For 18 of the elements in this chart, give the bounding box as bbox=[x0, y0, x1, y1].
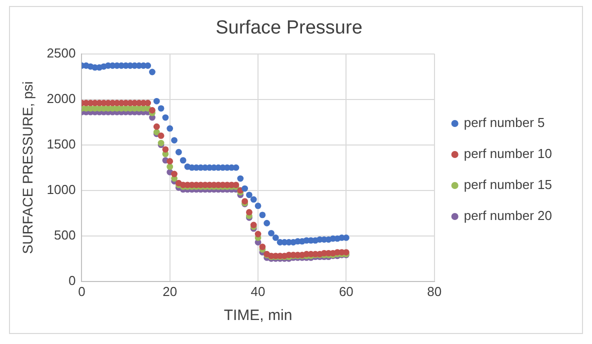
y-axis-title: SURFACE PRESSURE, psi bbox=[19, 81, 36, 254]
y-tick-label: 0 bbox=[68, 272, 76, 288]
y-tick-label: 1500 bbox=[46, 136, 76, 152]
legend-label: perf number 20 bbox=[464, 208, 552, 224]
y-tick-label: 2000 bbox=[46, 90, 76, 106]
x-tick-label: 20 bbox=[162, 284, 178, 299]
legend-label: perf number 10 bbox=[464, 146, 552, 162]
chart-title: Surface Pressure bbox=[216, 18, 362, 39]
y-tick-label: 1000 bbox=[46, 182, 76, 197]
legend-label: perf number 5 bbox=[464, 115, 545, 130]
x-tick-label: 40 bbox=[250, 284, 266, 299]
x-tick-label: 0 bbox=[78, 284, 86, 299]
y-tick-label: 500 bbox=[54, 227, 76, 242]
x-tick-label: 60 bbox=[338, 284, 354, 299]
y-tick-label: 2500 bbox=[46, 45, 76, 60]
legend-label: perf number 15 bbox=[464, 177, 552, 192]
x-axis-title: TIME, min bbox=[224, 307, 292, 324]
x-tick-label: 80 bbox=[427, 284, 442, 299]
